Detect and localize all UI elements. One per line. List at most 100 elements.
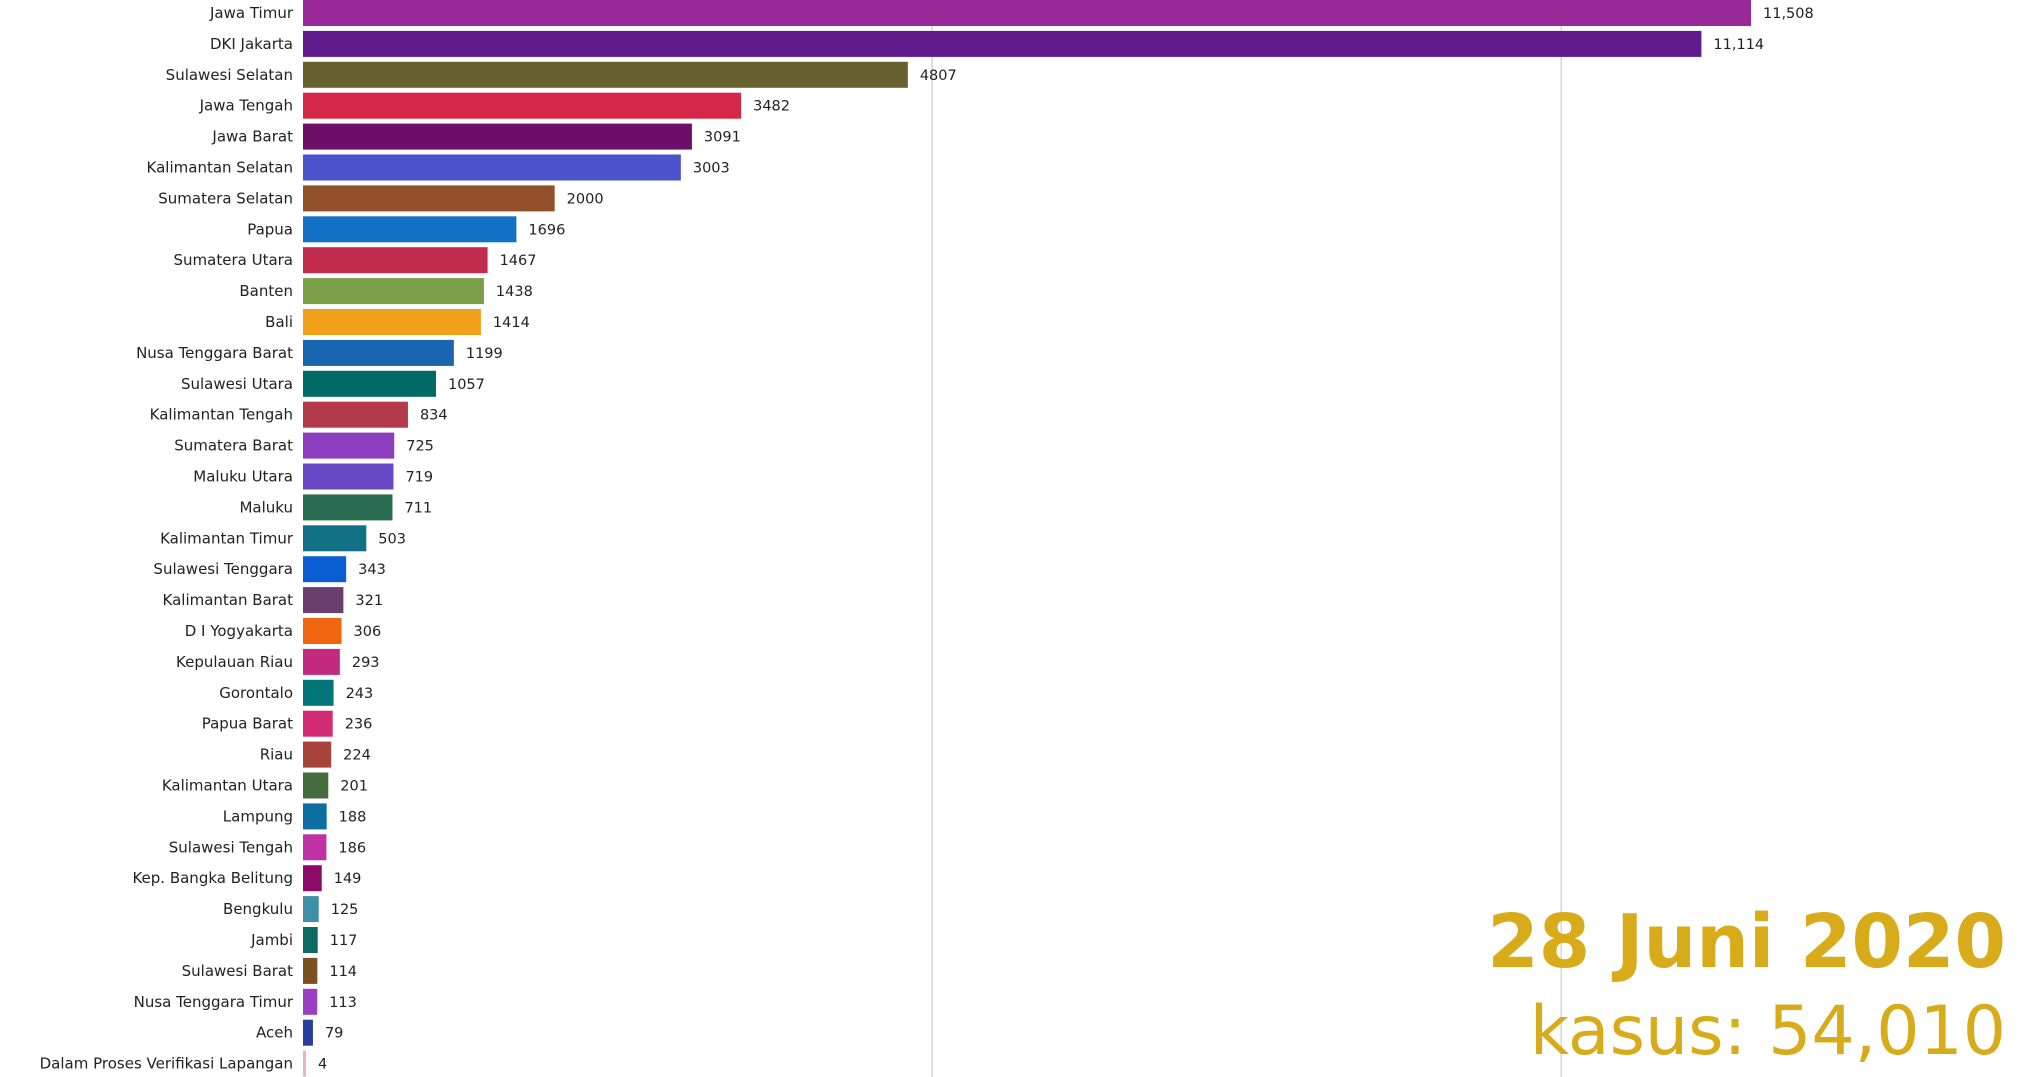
bar: [303, 339, 454, 366]
category-label: Sulawesi Selatan: [166, 66, 293, 84]
value-label: 1199: [466, 346, 503, 362]
bar: [303, 741, 332, 768]
category-label: Kep. Bangka Belitung: [132, 869, 293, 887]
category-label: Riau: [260, 746, 293, 764]
value-label: 3003: [693, 161, 730, 177]
bar: [303, 618, 342, 644]
total-cases-label: kasus: 54,010: [1530, 998, 2006, 1066]
total-cases-value: 54,010: [1768, 992, 2006, 1071]
category-label: Gorontalo: [219, 684, 293, 702]
value-label: 224: [343, 748, 371, 764]
value-label: 11,114: [1713, 37, 1764, 53]
category-label: Papua: [247, 220, 293, 238]
value-label: 1696: [528, 222, 565, 238]
category-label: Sumatera Barat: [174, 437, 293, 455]
category-label: Jambi: [250, 931, 293, 949]
value-label: 117: [330, 933, 358, 949]
bar: [303, 834, 327, 861]
value-label: 1467: [500, 253, 537, 269]
value-label: 1057: [448, 377, 485, 393]
category-label: Sulawesi Utara: [181, 375, 293, 393]
value-label: 503: [378, 531, 406, 547]
value-label: 725: [406, 439, 434, 455]
value-label: 125: [331, 902, 359, 918]
category-label: Kepulauan Riau: [176, 653, 293, 671]
category-label: Kalimantan Tengah: [150, 406, 293, 424]
value-label: 236: [345, 717, 373, 733]
value-label: 243: [346, 686, 374, 702]
bar: [303, 30, 1702, 57]
category-label: Sulawesi Tengah: [169, 838, 293, 856]
category-label: Nusa Tenggara Timur: [134, 993, 294, 1011]
value-label: 149: [334, 871, 362, 887]
category-label: Bali: [265, 313, 293, 331]
bar: [303, 185, 555, 212]
category-label: DKI Jakarta: [210, 35, 293, 53]
bar: [303, 772, 329, 799]
category-label: Sumatera Utara: [174, 251, 293, 269]
bar: [303, 494, 393, 521]
category-label: Aceh: [256, 1024, 293, 1042]
bar: [303, 1019, 313, 1046]
value-label: 293: [352, 655, 380, 671]
bar: [303, 123, 692, 150]
bar: [303, 154, 681, 181]
bar: [303, 556, 347, 583]
category-label: Maluku: [239, 498, 293, 516]
category-label: Sulawesi Tenggara: [153, 560, 293, 578]
value-label: 201: [340, 779, 368, 795]
category-label: Jawa Timur: [209, 4, 294, 22]
value-label: 4807: [920, 68, 957, 84]
bar: [303, 92, 742, 119]
value-label: 3091: [704, 130, 741, 146]
value-label: 306: [354, 624, 382, 640]
category-label: Kalimantan Utara: [162, 777, 293, 795]
value-label: 343: [358, 562, 386, 578]
bar: [303, 587, 344, 614]
bar: [303, 525, 367, 552]
category-label: Kalimantan Barat: [163, 591, 294, 609]
category-label: D I Yogyakarta: [185, 622, 293, 640]
category-label: Kalimantan Timur: [160, 529, 294, 547]
bar: [303, 679, 334, 706]
bar: [303, 216, 517, 243]
value-label: 719: [405, 470, 433, 486]
total-cases-prefix: kasus:: [1529, 992, 1769, 1071]
category-label: Papua Barat: [202, 715, 293, 733]
category-label: Bengkulu: [223, 900, 293, 918]
bar: [303, 957, 318, 984]
value-label: 113: [329, 995, 357, 1011]
bar: [303, 432, 395, 459]
bar: [303, 463, 394, 490]
bar: [303, 988, 318, 1015]
category-label: Sumatera Selatan: [158, 189, 293, 207]
category-label: Sulawesi Barat: [182, 962, 293, 980]
bar: [303, 0, 1751, 26]
bar: [303, 896, 319, 923]
value-label: 11,508: [1763, 6, 1814, 22]
category-label: Jawa Tengah: [199, 97, 293, 115]
value-label: 186: [338, 840, 366, 856]
bar: [303, 401, 408, 428]
value-label: 2000: [567, 191, 604, 207]
value-label: 79: [325, 1026, 343, 1042]
value-label: 114: [329, 964, 357, 980]
value-label: 1438: [496, 284, 533, 300]
category-label: Lampung: [223, 807, 293, 825]
bar: [303, 803, 327, 830]
bar: [303, 927, 318, 953]
bar: [303, 370, 436, 397]
value-label: 188: [339, 809, 367, 825]
bar: [303, 309, 481, 335]
category-label: Nusa Tenggara Barat: [136, 344, 293, 362]
bar: [303, 247, 488, 274]
value-label: 834: [420, 408, 448, 424]
category-label: Maluku Utara: [193, 468, 293, 486]
value-label: 1414: [493, 315, 530, 331]
value-label: 321: [355, 593, 383, 609]
bar: [303, 61, 908, 88]
bar: [303, 865, 322, 892]
value-label: 4: [318, 1057, 327, 1073]
bar: [303, 648, 340, 675]
